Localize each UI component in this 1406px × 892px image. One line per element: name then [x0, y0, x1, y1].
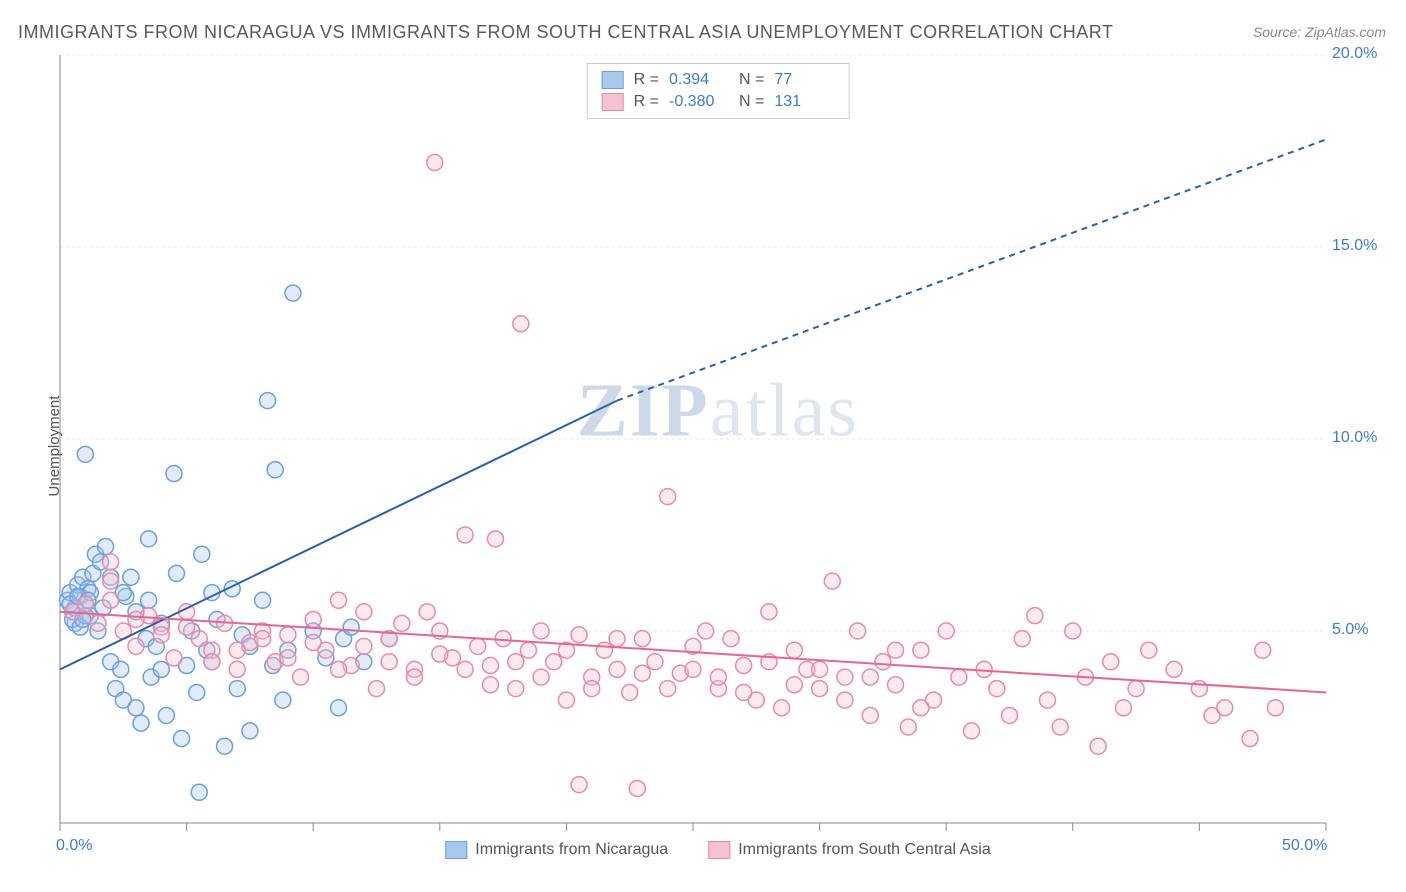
correlation-legend: R = 0.394 N = 77 R = -0.380 N = 131 [587, 63, 850, 119]
legend-r-label-2: R = [634, 93, 659, 111]
legend-swatch-asia [602, 93, 624, 111]
legend-r-value-1: 0.394 [669, 71, 729, 89]
y-tick-10: 10.0% [1332, 429, 1377, 447]
legend-item-nicaragua: Immigrants from Nicaragua [445, 841, 668, 859]
legend-row-nicaragua: R = 0.394 N = 77 [602, 69, 835, 91]
legend-n-value-1: 77 [774, 71, 834, 89]
legend-label-nicaragua: Immigrants from Nicaragua [475, 841, 668, 859]
series-legend: Immigrants from Nicaragua Immigrants fro… [445, 841, 991, 859]
legend-swatch-nicaragua [602, 71, 624, 89]
legend-r-label: R = [634, 71, 659, 89]
legend-n-label: N = [739, 71, 764, 89]
legend-label-asia: Immigrants from South Central Asia [738, 841, 991, 859]
scatter-plot [50, 55, 1386, 863]
legend-n-value-2: 131 [774, 93, 834, 111]
page-title: IMMIGRANTS FROM NICARAGUA VS IMMIGRANTS … [18, 22, 1113, 43]
legend-row-asia: R = -0.380 N = 131 [602, 91, 835, 113]
legend-n-label-2: N = [739, 93, 764, 111]
x-tick-0: 0.0% [56, 837, 92, 855]
x-tick-50: 50.0% [1282, 837, 1327, 855]
y-tick-20: 20.0% [1332, 45, 1377, 63]
source-attribution: Source: ZipAtlas.com [1253, 24, 1386, 40]
y-tick-5: 5.0% [1332, 621, 1368, 639]
legend-swatch-asia-b [708, 841, 730, 859]
legend-swatch-nicaragua-b [445, 841, 467, 859]
legend-r-value-2: -0.380 [669, 93, 729, 111]
chart-container: ZIPatlas R = 0.394 N = 77 R = -0.380 N =… [50, 55, 1386, 863]
y-tick-15: 15.0% [1332, 237, 1377, 255]
legend-item-asia: Immigrants from South Central Asia [708, 841, 991, 859]
